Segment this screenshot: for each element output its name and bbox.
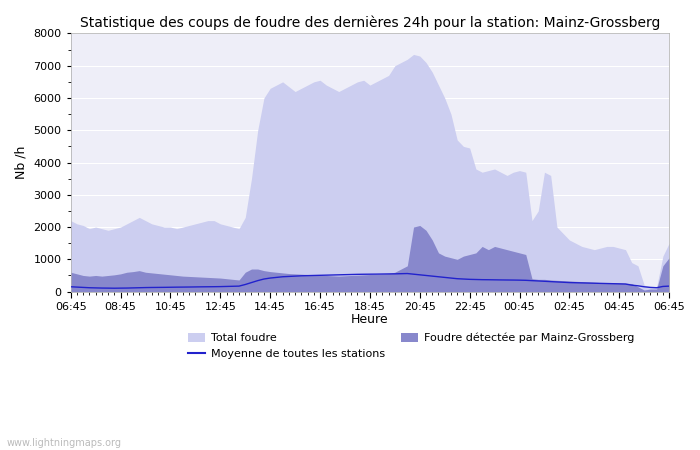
Title: Statistique des coups de foudre des dernières 24h pour la station: Mainz-Grossbe: Statistique des coups de foudre des dern… [80, 15, 660, 30]
X-axis label: Heure: Heure [351, 313, 388, 326]
Y-axis label: Nb /h: Nb /h [15, 146, 28, 179]
Text: www.lightningmaps.org: www.lightningmaps.org [7, 438, 122, 448]
Legend: Total foudre, Moyenne de toutes les stations, Foudre détectée par Mainz-Grossber: Total foudre, Moyenne de toutes les stat… [184, 328, 638, 364]
